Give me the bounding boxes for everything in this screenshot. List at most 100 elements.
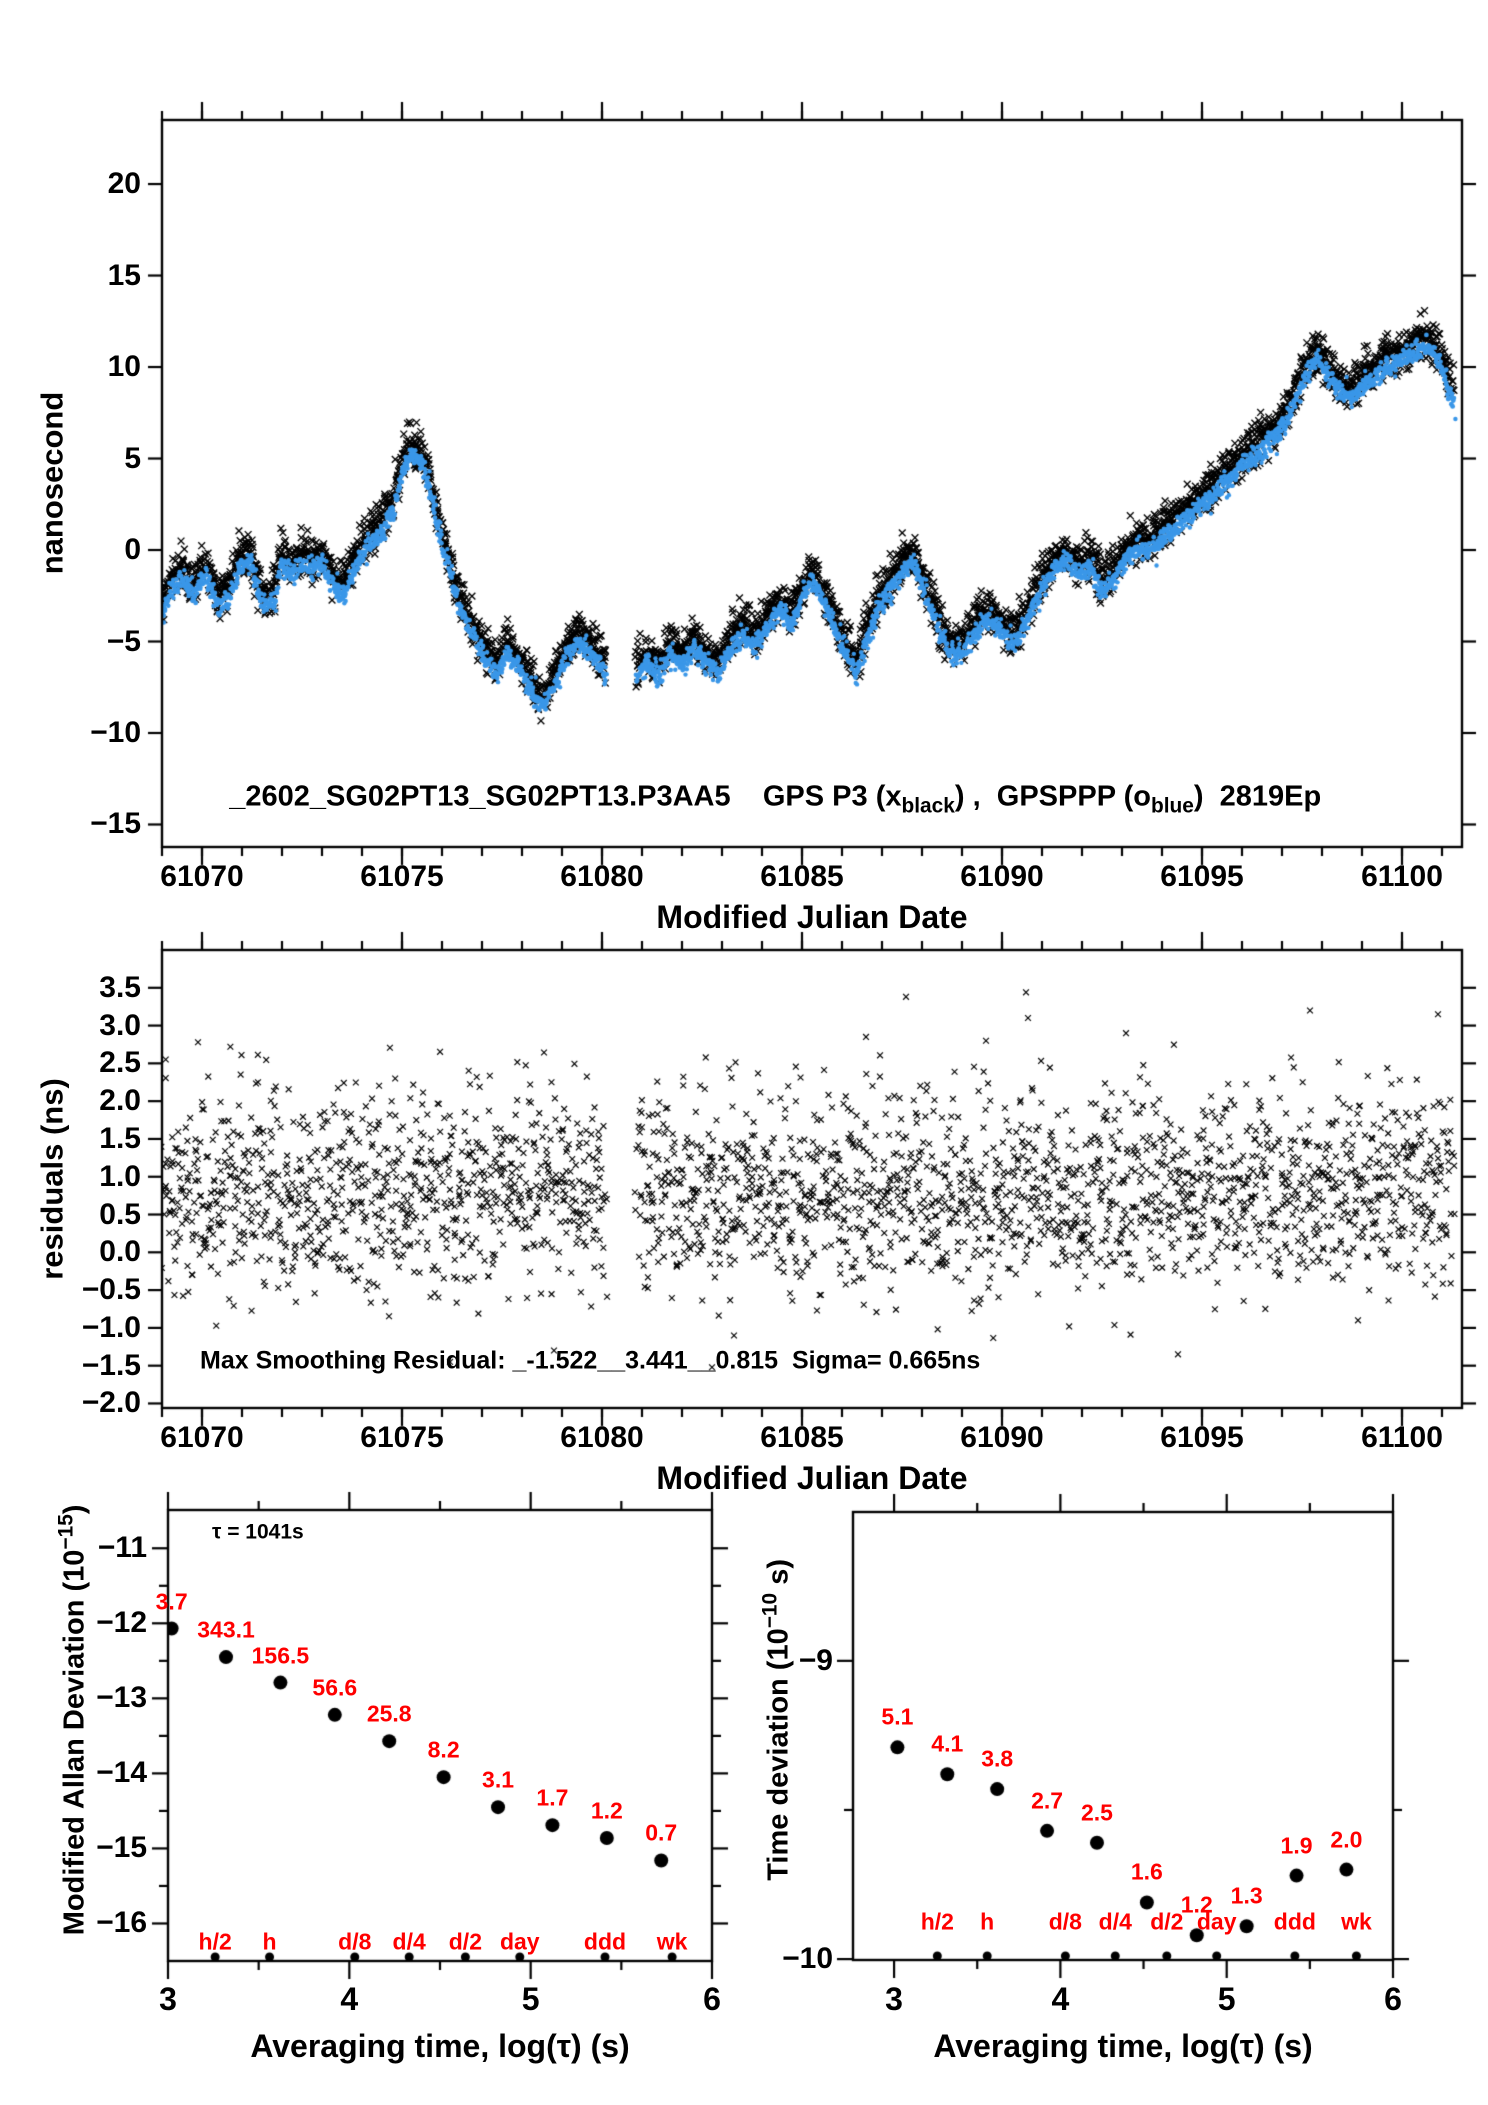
y-tick-label-residuals: −0.5	[81, 1273, 141, 1307]
tdev-ref-label: d/2	[1150, 1908, 1184, 1935]
mdev-point-label: 3.7	[155, 1588, 188, 1615]
x-axis-title-mjd-middle: Modified Julian Date	[656, 1460, 968, 1496]
y-tick-label-nanosecond: 10	[107, 350, 141, 384]
x-axis-title-avgtime-right: Averaging time, log(τ) (s)	[933, 2028, 1313, 2064]
mdev-ref-label: d/4	[392, 1928, 426, 1955]
y-tick-label-residuals: 1.5	[99, 1121, 141, 1155]
annotation-sub-blue: blue	[1150, 794, 1194, 818]
tdev-x-tick-label: 6	[1384, 1981, 1402, 2017]
y-tick-label-residuals: 2.0	[99, 1084, 141, 1118]
y-tick-label-residuals: 0.5	[99, 1197, 141, 1231]
y-tick-label-nanosecond: −5	[106, 624, 141, 658]
mdev-ref-label: h/2	[198, 1928, 232, 1955]
mdev-point-label: 25.8	[366, 1700, 412, 1727]
mdev-point-label: 0.7	[645, 1819, 678, 1846]
tdev-ylabel-base: Time deviation (10	[762, 1628, 795, 1881]
mdev-ylabel-close: )	[58, 1504, 91, 1515]
tdev-y-tick-label: −9	[798, 1643, 833, 1677]
residuals-annotation: Max Smoothing Residual: _-1.522__3.441__…	[200, 1346, 981, 1375]
mdev-y-tick-label: −11	[97, 1531, 147, 1565]
mdev-point-label: 343.1	[197, 1616, 255, 1643]
y-axis-title-residuals: residuals (ns)	[34, 1078, 70, 1280]
mdev-ref-label: h	[262, 1928, 277, 1955]
x-tick-label-mjd-middle: 61095	[1160, 1421, 1244, 1454]
tdev-ref-label: day	[1196, 1908, 1237, 1935]
annotation-epoch: ) 2819Ep	[1193, 780, 1322, 813]
tdev-x-tick-label: 4	[1051, 1981, 1070, 2017]
mdev-point-label: 8.2	[427, 1736, 460, 1763]
mdev-x-tick-label: 5	[521, 1981, 540, 2017]
mdev-x-tick-label: 4	[340, 1981, 359, 2017]
y-axis-title-tdev: Time deviation (10−10 s)	[732, 1559, 823, 1913]
y-tick-label-residuals: −1.5	[81, 1348, 141, 1382]
x-axis-title-mjd-top: Modified Julian Date	[656, 899, 968, 935]
x-tick-label-mjd-top: 61080	[560, 860, 644, 893]
mdev-ref-label: day	[499, 1928, 540, 1955]
tdev-point-label: 5.1	[881, 1703, 914, 1730]
tdev-ylabel-close: s)	[762, 1559, 795, 1593]
tdev-ref-label: h	[980, 1908, 995, 1935]
mdev-y-tick-label: −14	[96, 1756, 147, 1790]
mdev-ref-label: ddd	[583, 1928, 627, 1955]
tdev-ref-label: h/2	[920, 1908, 954, 1935]
x-tick-label-mjd-middle: 61100	[1361, 1421, 1443, 1454]
tdev-point-label: 1.9	[1280, 1832, 1313, 1859]
mdev-point-label: 1.7	[536, 1784, 569, 1811]
y-tick-label-residuals: 0.0	[99, 1235, 141, 1269]
timeseries-annotation: _2602_SG02PT13_SG02PT13.P3AA5 GPS P3 (xb…	[197, 754, 1321, 847]
y-axis-title-nanosecond: nanosecond	[34, 391, 70, 575]
x-tick-label-mjd-top: 61095	[1160, 860, 1244, 893]
y-tick-label-residuals: 2.5	[99, 1046, 141, 1080]
y-tick-label-nanosecond: 0	[124, 533, 141, 566]
mdev-ylabel-base: Modified Allan Deviation (10	[58, 1549, 91, 1936]
tdev-point-label: 3.8	[981, 1745, 1014, 1772]
tdev-ref-label: wk	[1341, 1908, 1372, 1935]
tdev-point-label: 1.6	[1130, 1858, 1163, 1885]
x-tick-label-mjd-top: 61075	[360, 860, 444, 893]
x-tick-label-mjd-middle: 61075	[360, 1421, 444, 1454]
tdev-y-tick-label: −10	[782, 1942, 833, 1976]
x-tick-label-mjd-middle: 61080	[560, 1421, 644, 1454]
y-tick-label-residuals: 3.0	[99, 1008, 141, 1042]
x-tick-label-mjd-top: 61090	[960, 860, 1044, 893]
mdev-y-tick-label: −15	[96, 1831, 147, 1865]
mdev-y-tick-label: −13	[96, 1681, 147, 1715]
tdev-ref-label: d/4	[1098, 1908, 1132, 1935]
x-tick-label-mjd-top: 61100	[1361, 860, 1443, 893]
mdev-y-tick-label: −12	[96, 1606, 147, 1640]
x-tick-label-mjd-top: 61085	[760, 860, 844, 893]
y-tick-label-residuals: 1.0	[99, 1159, 141, 1193]
tdev-point-label: 1.3	[1230, 1882, 1263, 1909]
mdev-x-tick-label: 6	[703, 1981, 721, 2017]
y-axis-title-mdev: Modified Allan Deviation (10−15)	[28, 1505, 119, 1968]
tdev-point-label: 2.7	[1031, 1787, 1064, 1814]
y-tick-label-nanosecond: 15	[107, 258, 141, 292]
tdev-point-label: 1.2	[1180, 1891, 1213, 1918]
tdev-ylabel-exponent: −10	[758, 1592, 782, 1629]
tdev-ref-label: ddd	[1273, 1908, 1316, 1935]
tdev-x-tick-label: 3	[885, 1981, 903, 2017]
tdev-ref-label: d/8	[1048, 1908, 1082, 1935]
tau-annotation: τ = 1041s	[212, 1520, 304, 1544]
mdev-x-tick-label: 3	[159, 1981, 177, 2017]
y-tick-label-nanosecond: −10	[90, 716, 141, 749]
x-tick-label-mjd-top: 61070	[160, 860, 244, 893]
mdev-ref-label: wk	[656, 1928, 688, 1955]
mdev-y-tick-label: −16	[96, 1906, 147, 1940]
y-tick-label-residuals: 3.5	[99, 970, 141, 1004]
tdev-point-label: 4.1	[931, 1730, 964, 1757]
tdev-point-label: 2.0	[1330, 1826, 1363, 1853]
y-tick-label-nanosecond: −15	[90, 807, 141, 841]
y-tick-label-residuals: −1.0	[81, 1310, 141, 1344]
mdev-point-label: 3.1	[482, 1766, 515, 1793]
annotation-sub-black: black	[901, 794, 955, 818]
mdev-point-label: 56.6	[312, 1674, 358, 1701]
y-tick-label-residuals: −2.0	[81, 1386, 141, 1420]
annotation-series2: ) , GPSPPP (o	[954, 780, 1151, 813]
mdev-ref-label: d/8	[338, 1928, 372, 1955]
annotation-file-id: _2602_SG02PT13_SG02PT13.P3AA5	[229, 780, 763, 813]
annotation-series1: GPS P3 (x	[762, 780, 902, 813]
mdev-point-label: 156.5	[251, 1642, 310, 1669]
